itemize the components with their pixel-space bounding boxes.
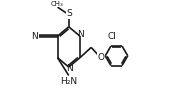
Text: S: S <box>66 9 72 18</box>
Text: O: O <box>97 53 104 62</box>
Text: CH₃: CH₃ <box>50 1 63 7</box>
Text: N: N <box>77 30 84 39</box>
Text: H₂N: H₂N <box>60 77 77 86</box>
Text: N: N <box>31 32 38 41</box>
Text: N: N <box>66 64 73 73</box>
Text: Cl: Cl <box>107 32 116 41</box>
